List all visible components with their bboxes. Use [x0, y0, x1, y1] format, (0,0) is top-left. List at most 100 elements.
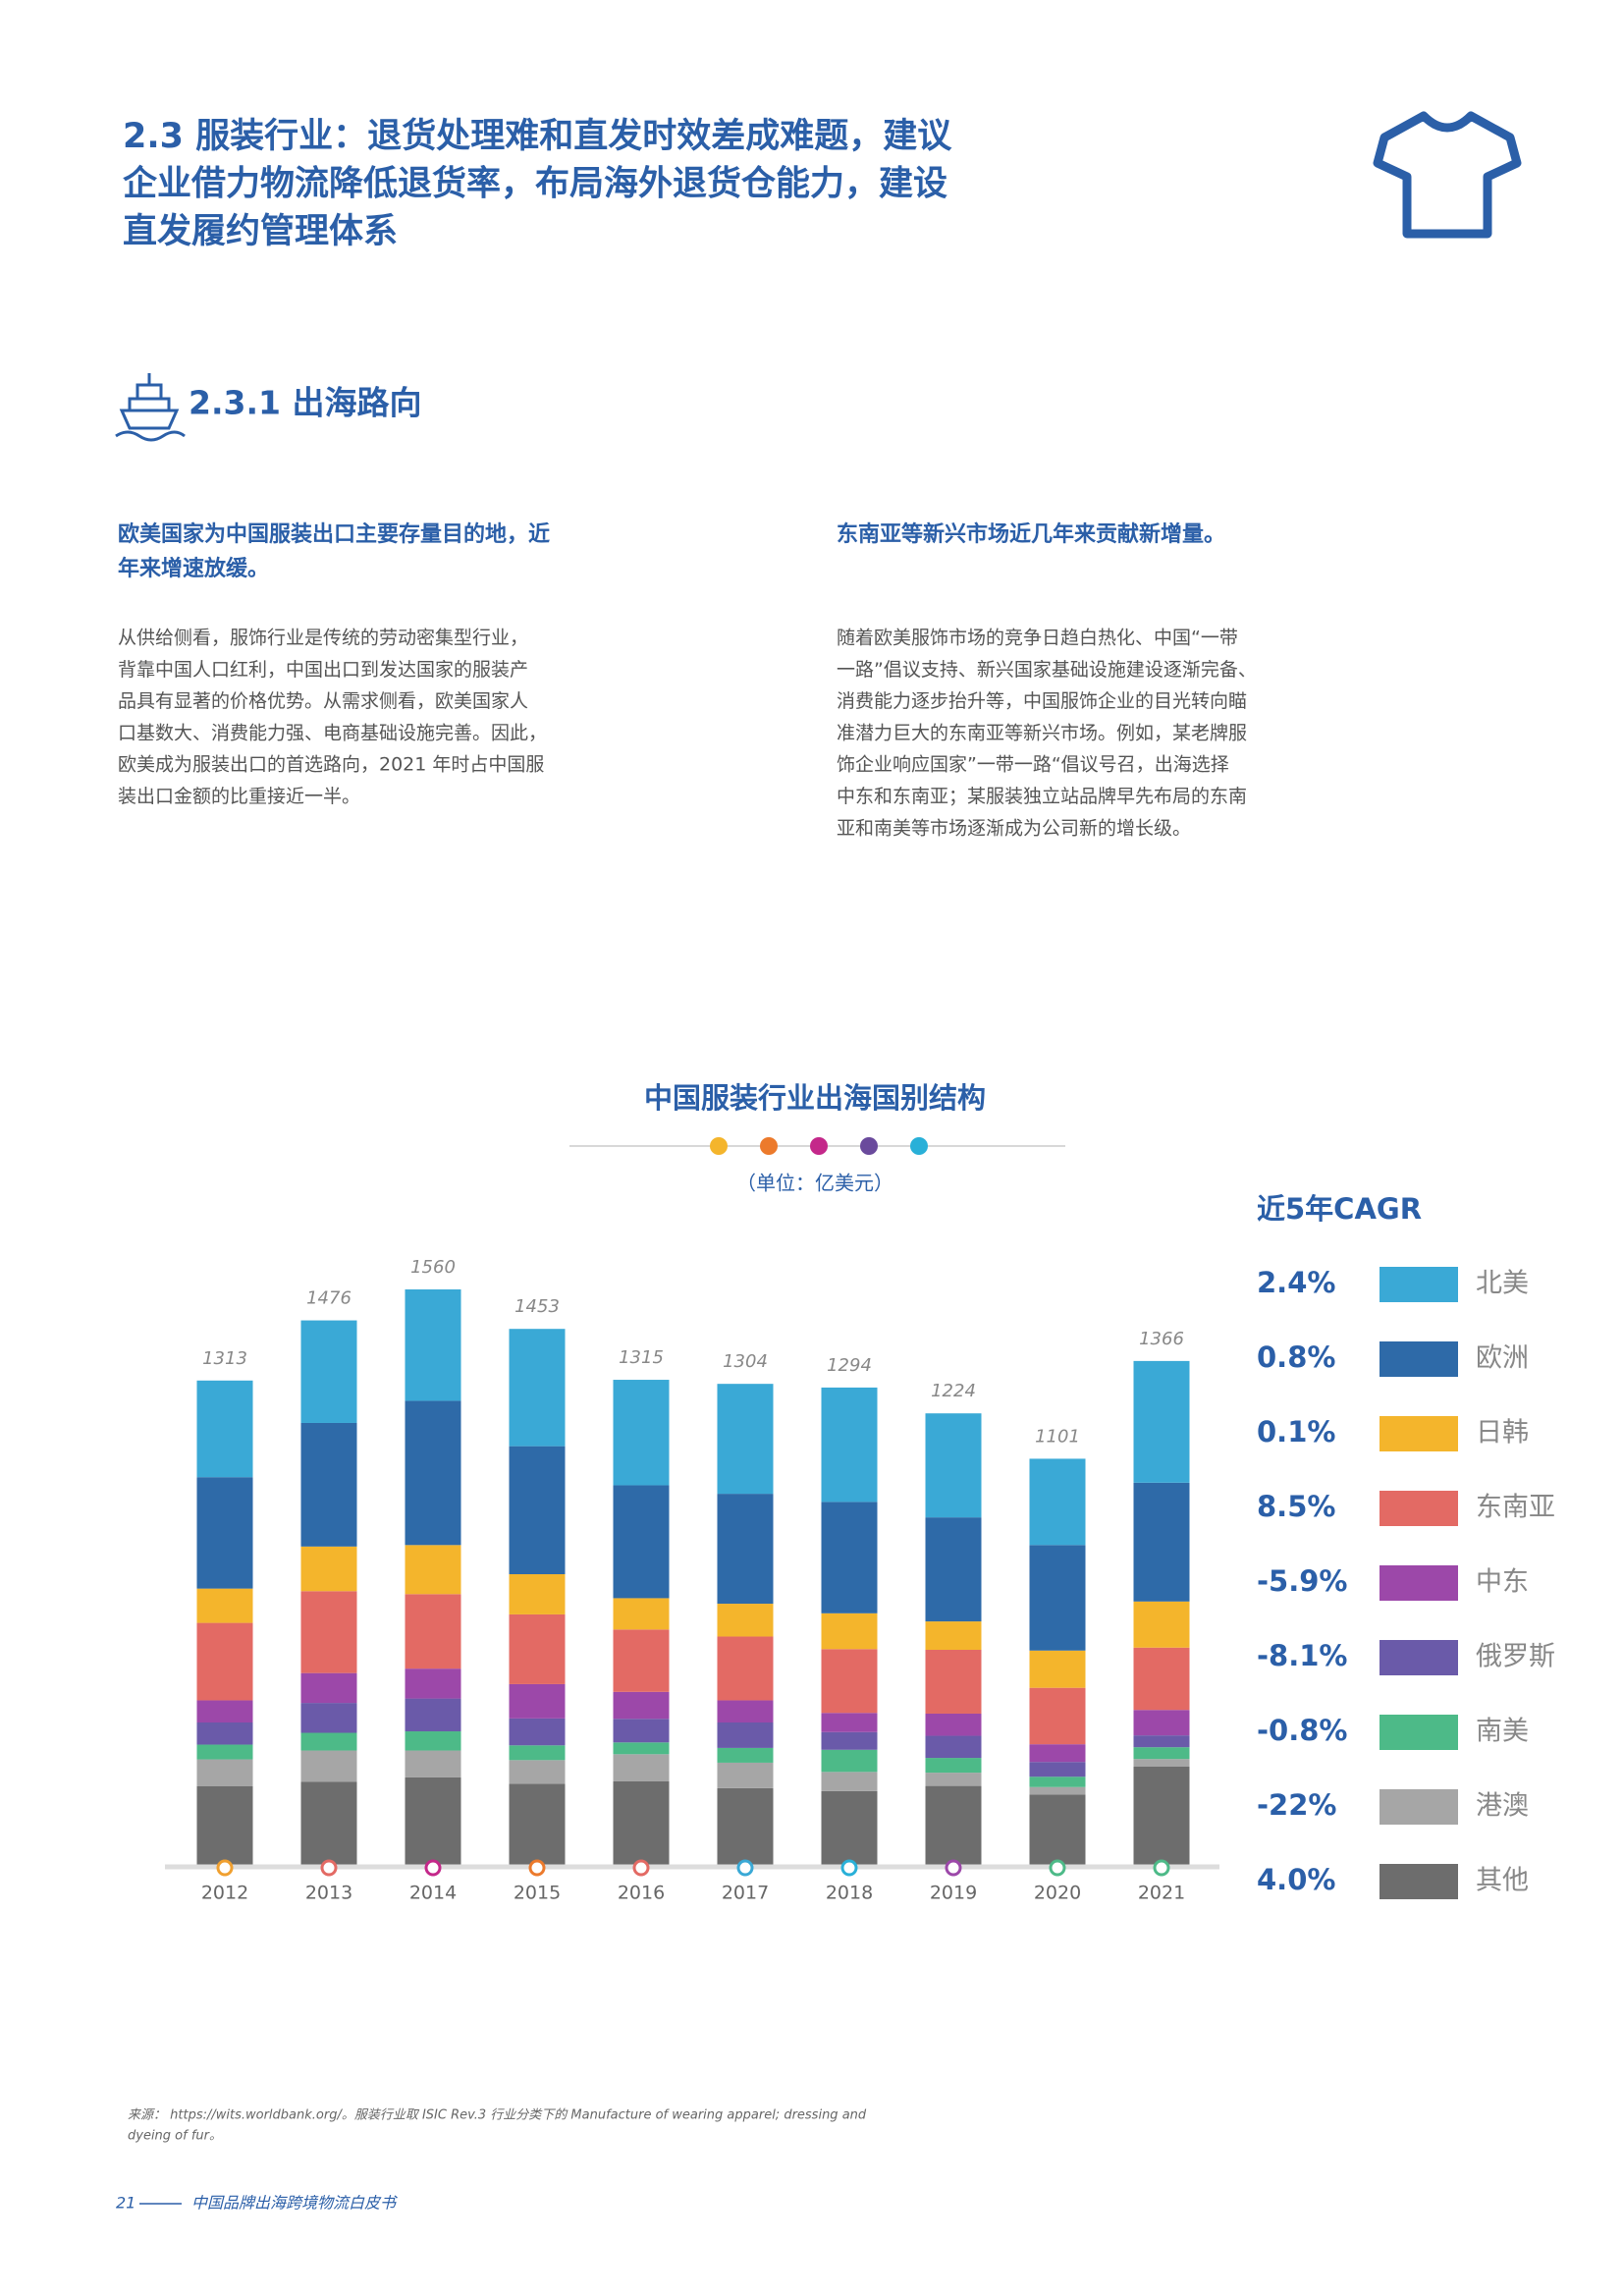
bar-segment [300, 1320, 357, 1423]
legend-swatch [1380, 1341, 1458, 1377]
year-dot [320, 1859, 338, 1877]
total-label: 1294 [827, 1355, 872, 1376]
total-label: 1453 [514, 1296, 560, 1317]
legend-cagr: -5.9% [1257, 1564, 1347, 1598]
legend-swatch [1380, 1789, 1458, 1825]
bar-segment [1029, 1458, 1086, 1546]
x-tick-label: 2014 [409, 1883, 457, 1904]
year-dot [1049, 1859, 1066, 1877]
total-label: 1560 [410, 1257, 456, 1278]
year-dot [945, 1859, 962, 1877]
legend-label: 港澳 [1476, 1791, 1529, 1822]
bar-segment [1133, 1601, 1190, 1648]
legend-swatch [1380, 1864, 1458, 1899]
total-label: 1304 [723, 1351, 768, 1372]
legend-label: 日韩 [1476, 1418, 1529, 1449]
bar-segment [300, 1546, 357, 1592]
shirt-icon [1373, 111, 1522, 239]
bar-segment [300, 1750, 357, 1782]
bar-segment [509, 1745, 566, 1761]
bar-segment [925, 1713, 982, 1736]
page-title: 企业借力物流降低退货率，布局海外退货仓能力，建设 [123, 164, 947, 204]
bar-segment [405, 1400, 461, 1546]
year-dot [216, 1859, 234, 1877]
bar-segment [1029, 1650, 1086, 1688]
bar-segment [1029, 1762, 1086, 1777]
bar-segment [717, 1384, 774, 1495]
bar-segment [821, 1713, 878, 1732]
column-heading: 年来增速放缓。 [118, 556, 269, 581]
legend-label: 欧洲 [1476, 1343, 1529, 1374]
bar-segment [1133, 1766, 1190, 1865]
chart-subtitle: （单位：亿美元） [736, 1172, 893, 1195]
bar-segment [613, 1754, 670, 1781]
legend-label: 东南亚 [1476, 1493, 1555, 1523]
body-text: 欧美成为服装出口的首选路向，2021 年时占中国服 [118, 754, 544, 776]
year-dot [736, 1859, 754, 1877]
legend-cagr: -8.1% [1257, 1639, 1347, 1672]
bar-segment [925, 1773, 982, 1786]
bar-segment [405, 1731, 461, 1751]
bar-segment [300, 1672, 357, 1704]
bar-segment [613, 1742, 670, 1755]
bar-segment [405, 1594, 461, 1669]
x-tick-label: 2020 [1034, 1883, 1081, 1904]
year-dot [528, 1859, 546, 1877]
year-dot [840, 1859, 858, 1877]
title-dot [860, 1137, 878, 1155]
bar-segment [717, 1722, 774, 1748]
bar-segment [821, 1772, 878, 1791]
column-heading: 东南亚等新兴市场近几年来贡献新增量。 [837, 521, 1225, 547]
bar-segment [1133, 1735, 1190, 1748]
footnote: dyeing of fur。 [128, 2129, 222, 2144]
page-title: 2.3 服装行业：退货处理难和直发时效差成难题，建议 [123, 117, 952, 156]
bar-segment [1029, 1786, 1086, 1795]
bar-segment [509, 1613, 566, 1684]
bar-segment [821, 1387, 878, 1503]
bar-segment [717, 1636, 774, 1701]
footnote: 来源： https://wits.worldbank.org/。服装行业取 IS… [128, 2108, 867, 2123]
total-label: 1366 [1139, 1329, 1184, 1349]
bar-segment [300, 1591, 357, 1673]
bar-segment [925, 1735, 982, 1759]
bar-segment [196, 1744, 253, 1760]
bar-segment [196, 1477, 253, 1589]
legend-cagr: 2.4% [1257, 1266, 1335, 1299]
bar-segment [1029, 1687, 1086, 1745]
x-tick-label: 2016 [618, 1883, 665, 1904]
x-tick-label: 2012 [201, 1883, 248, 1904]
legend-swatch [1380, 1491, 1458, 1526]
chart-title: 中国服装行业出海国别结构 [644, 1081, 986, 1115]
bar-segment [1029, 1744, 1086, 1763]
bar-segment [509, 1573, 566, 1614]
bar-segment [717, 1494, 774, 1605]
body-text: 中东和东南亚；某服装独立站品牌早先布局的东南 [837, 786, 1247, 807]
bar-segment [196, 1700, 253, 1723]
bar-segment [925, 1785, 982, 1865]
bar-segment [300, 1422, 357, 1547]
bar-segment [613, 1629, 670, 1692]
bar-segment [1029, 1777, 1086, 1787]
bar-segment [1029, 1794, 1086, 1865]
bar-segment [1133, 1747, 1190, 1760]
bar-segment [821, 1731, 878, 1750]
bar-segment [613, 1691, 670, 1720]
legend-cagr: 4.0% [1257, 1863, 1335, 1896]
bar-segment [1029, 1545, 1086, 1651]
bar-segment [196, 1722, 253, 1745]
legend-cagr: -22% [1257, 1788, 1336, 1822]
bar-segment [821, 1502, 878, 1613]
total-label: 1224 [931, 1381, 976, 1401]
column-heading: 欧美国家为中国服装出口主要存量目的地，近 [118, 521, 550, 547]
bar-segment [821, 1613, 878, 1650]
bar-segment [509, 1446, 566, 1574]
title-dot [710, 1137, 728, 1155]
body-text: 装出口金额的比重接近一半。 [118, 786, 360, 807]
bar-segment [405, 1698, 461, 1732]
bar-segment [717, 1762, 774, 1788]
page-title: 直发履约管理体系 [123, 212, 398, 251]
total-label: 1315 [619, 1347, 664, 1368]
bar-segment [196, 1759, 253, 1786]
body-text: 准潜力巨大的东南亚等新兴市场。例如，某老牌服 [837, 722, 1247, 743]
